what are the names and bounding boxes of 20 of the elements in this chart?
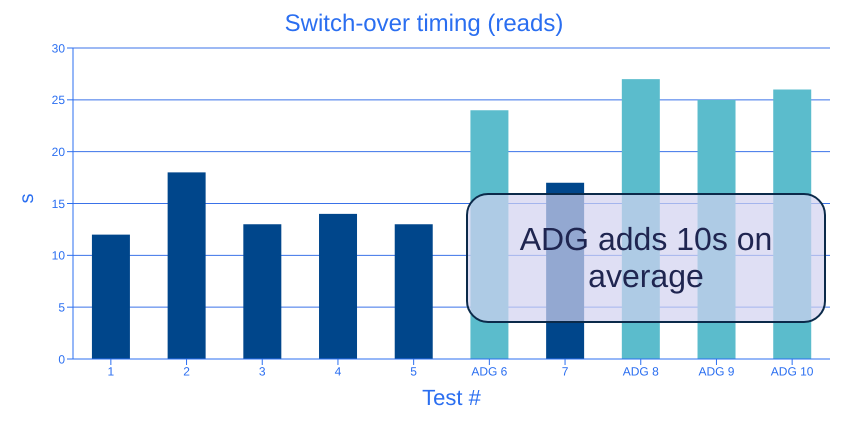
y-axis-title: s [16,194,38,204]
x-tick-label: ADG 6 [471,364,508,379]
x-tick-label: 5 [410,364,418,379]
x-tick-label: ADG 8 [622,364,660,379]
y-tick-label: 15 [52,196,66,211]
x-axis-title: Test # [422,385,482,410]
x-tick-label: 2 [183,364,190,379]
y-tick-label: 5 [58,300,66,314]
y-tick-label: 20 [52,144,66,159]
chart-title: Switch-over timing (reads) [284,9,564,39]
x-tick-label: ADG 9 [698,364,735,379]
x-tick-label: 1 [108,364,115,379]
x-tick-label: 4 [334,364,342,379]
y-tick-label: 25 [52,93,66,108]
x-tick-label: 3 [258,364,266,379]
y-tick-label: 10 [52,248,66,263]
y-tick-label: 0 [58,352,66,366]
x-tick-label: ADG 10 [770,364,814,379]
x-tick-label: 7 [562,364,569,379]
y-tick-label: 30 [52,41,66,56]
